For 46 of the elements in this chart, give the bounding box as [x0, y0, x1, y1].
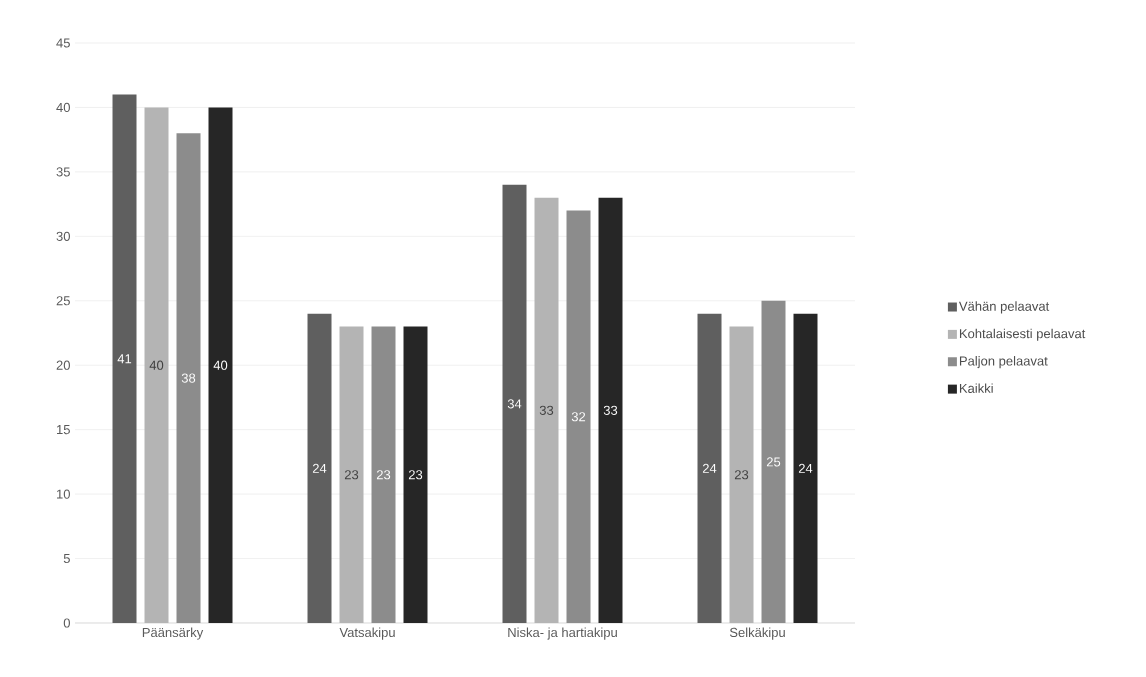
data-label: 23	[376, 470, 391, 480]
bar	[566, 210, 591, 623]
x-tick-label: Päänsärky	[142, 627, 204, 640]
y-tick-label: 40	[56, 102, 70, 113]
bar	[371, 326, 396, 623]
y-tick-label: 5	[63, 554, 70, 564]
legend-label: Kohtalaisesti pelaavat	[959, 328, 1086, 341]
legend-label: Vähän pelaavat	[958, 301, 1050, 314]
y-tick-label: 30	[56, 231, 70, 241]
y-tick-label: 10	[57, 489, 70, 499]
x-tick-label: Vatsakipu	[339, 627, 395, 640]
bar	[403, 326, 428, 623]
x-tick-label: Niska- ja hartiakipu	[508, 627, 617, 640]
bar	[697, 313, 722, 623]
y-tick-label: 20	[56, 360, 70, 370]
data-label: 34	[507, 399, 522, 409]
data-label: 40	[149, 360, 164, 370]
y-tick-label: 0	[63, 618, 70, 628]
legend-label: Paljon pelaavat	[959, 356, 1048, 369]
data-label: 41	[117, 354, 132, 364]
bar	[598, 197, 623, 623]
bar	[793, 313, 818, 623]
bar	[176, 133, 201, 623]
bar	[502, 184, 527, 623]
bar	[112, 94, 137, 623]
data-label: 23	[408, 470, 423, 480]
data-label: 24	[312, 463, 327, 473]
data-label: 25	[766, 457, 781, 467]
data-label: 38	[181, 373, 196, 383]
y-tick-label: 35	[56, 167, 70, 177]
y-tick-label: 15	[57, 425, 70, 435]
data-label: 33	[539, 405, 554, 415]
bar	[208, 107, 233, 623]
data-label: 32	[571, 412, 586, 422]
data-label: 24	[702, 463, 717, 473]
y-tick-label: 45	[56, 38, 70, 48]
data-label: 40	[213, 360, 228, 370]
data-label: 23	[734, 470, 749, 480]
y-tick-label: 25	[56, 296, 70, 306]
bar	[761, 300, 786, 623]
data-label: 24	[798, 463, 813, 473]
bar	[307, 313, 332, 623]
legend-label: Kaikki	[959, 383, 993, 393]
x-tick-label: Selkäkipu	[729, 627, 785, 640]
data-label: 33	[603, 405, 618, 415]
data-label: 23	[344, 470, 359, 480]
